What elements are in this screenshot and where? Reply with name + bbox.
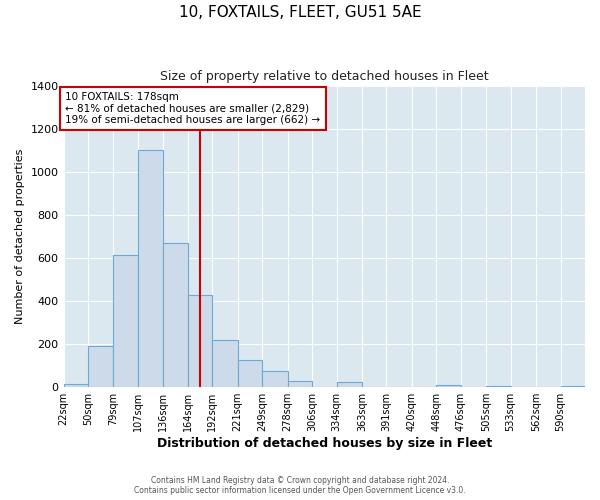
Bar bbox=[212, 340, 238, 387]
Bar bbox=[188, 294, 212, 387]
Text: 10, FOXTAILS, FLEET, GU51 5AE: 10, FOXTAILS, FLEET, GU51 5AE bbox=[179, 5, 421, 20]
Bar bbox=[337, 382, 362, 387]
X-axis label: Distribution of detached houses by size in Fleet: Distribution of detached houses by size … bbox=[157, 437, 492, 450]
Text: Contains HM Land Registry data © Crown copyright and database right 2024.
Contai: Contains HM Land Registry data © Crown c… bbox=[134, 476, 466, 495]
Title: Size of property relative to detached houses in Fleet: Size of property relative to detached ho… bbox=[160, 70, 488, 83]
Bar bbox=[436, 385, 461, 387]
Bar bbox=[238, 360, 262, 387]
Bar bbox=[560, 386, 585, 387]
Bar bbox=[163, 243, 188, 387]
Bar bbox=[287, 380, 312, 387]
Bar bbox=[262, 371, 287, 387]
Bar bbox=[113, 254, 138, 387]
Bar bbox=[138, 150, 163, 387]
Text: 10 FOXTAILS: 178sqm
← 81% of detached houses are smaller (2,829)
19% of semi-det: 10 FOXTAILS: 178sqm ← 81% of detached ho… bbox=[65, 92, 320, 125]
Bar bbox=[486, 386, 511, 387]
Bar bbox=[64, 384, 88, 387]
Bar bbox=[88, 346, 113, 387]
Y-axis label: Number of detached properties: Number of detached properties bbox=[15, 148, 25, 324]
